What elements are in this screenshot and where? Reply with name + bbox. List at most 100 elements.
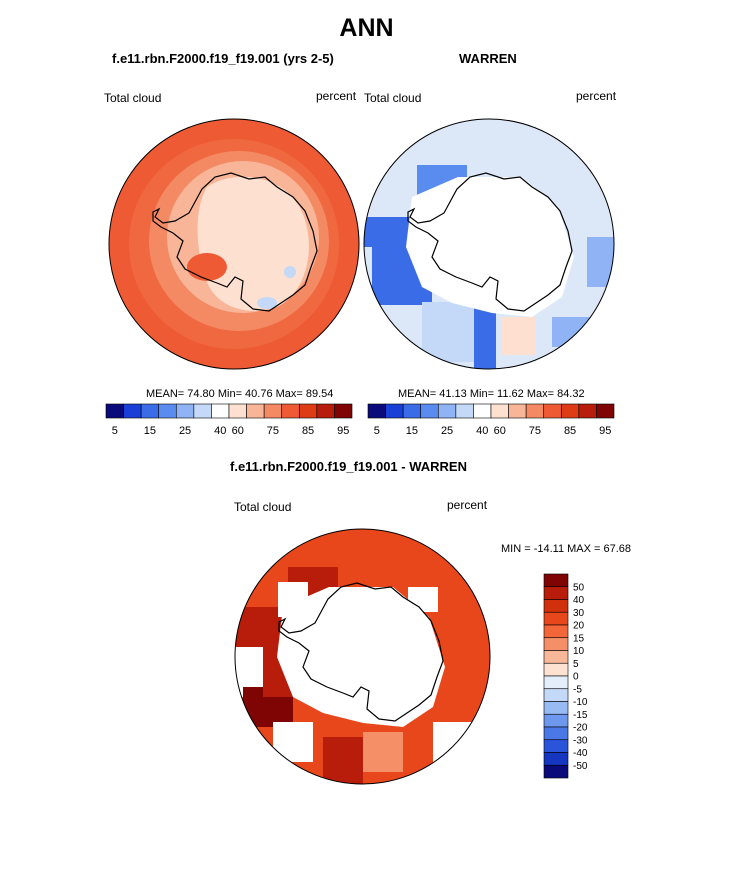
- cbar3-tick-label: 0: [573, 672, 579, 683]
- cbar2-swatch: [596, 403, 615, 419]
- cbar2-swatch: [455, 403, 474, 419]
- panel1-field-label: Total cloud: [104, 91, 162, 105]
- map1-ice-sheet-field: [197, 176, 309, 311]
- cbar2-swatch: [437, 403, 457, 419]
- map2-patch-se: [502, 317, 536, 355]
- map1-border: [108, 118, 360, 370]
- cbar2-tick-label: 40: [476, 425, 488, 437]
- map1-low-cloud-patch-south: [257, 297, 277, 309]
- cbar1-tick-label: 75: [267, 425, 279, 437]
- cbar2-swatch: [473, 403, 492, 419]
- map1-antarctica-coastline: [152, 172, 318, 312]
- cbar3-swatch: [543, 637, 569, 651]
- cbar2-tick-label: 15: [406, 425, 418, 437]
- panel3-field-label: Total cloud: [234, 500, 292, 514]
- map3-patch-s: [323, 737, 363, 784]
- map3-patch-s2: [363, 732, 403, 772]
- cbar1-swatch: [334, 403, 353, 419]
- cbar3-tick-label: -50: [573, 761, 588, 772]
- cbar3-tick-label: -40: [573, 748, 588, 759]
- cbar1-tick-label: 40: [214, 425, 226, 437]
- cbar1-swatch: [246, 403, 265, 419]
- cbar1-swatch: [263, 403, 283, 419]
- cbar1-swatch: [193, 403, 212, 419]
- cbar3-tick-label: -5: [573, 684, 582, 695]
- cbar3-swatch: [543, 650, 569, 664]
- panel3-title: f.e11.rbn.F2000.f19_f19.001 - WARREN: [230, 459, 467, 474]
- map2-no-data-interior: [406, 177, 574, 317]
- cbar3-swatch: [543, 675, 569, 690]
- cbar3-swatch: [543, 726, 569, 741]
- panel2-title: WARREN: [459, 51, 517, 66]
- cbar3-swatch: [543, 739, 569, 753]
- cbar3-tick-label: -10: [573, 697, 588, 708]
- map3-patch-se-blank: [433, 722, 473, 762]
- cbar3-tick-label: -30: [573, 735, 588, 746]
- cbar3-swatch: [543, 713, 569, 728]
- cbar2-tick-label: 60: [494, 425, 506, 437]
- cbar3-swatch: [543, 624, 569, 639]
- cbar3-tick-label: 10: [573, 646, 585, 657]
- cbar2-swatch: [560, 403, 580, 419]
- cbar3-tick-label: 40: [573, 595, 585, 606]
- cbar3-tick-label: 5: [573, 659, 579, 670]
- cbar3-swatch: [543, 586, 569, 600]
- cbar3-tick-label: 15: [573, 633, 585, 644]
- map3-antarctica-coastline: [278, 582, 444, 722]
- cbar2-tick-label: 5: [374, 425, 380, 437]
- map3-patch-sw-blank: [273, 722, 313, 762]
- cbar2-swatch: [402, 403, 422, 419]
- panel1-colorbar: 5 15 25 40 60 75 85 95: [105, 403, 353, 437]
- cbar3-swatch: [543, 752, 569, 766]
- map2-border: [363, 118, 615, 370]
- cbar2-swatch: [525, 403, 545, 419]
- cbar2-swatch: [367, 403, 386, 419]
- cbar3-swatch: [543, 701, 569, 715]
- cbar3-swatch: [543, 573, 569, 588]
- cbar3-tick-label: 20: [573, 621, 585, 632]
- cbar3-swatch: [543, 764, 569, 779]
- map2-patch-s: [474, 297, 496, 369]
- panel2-field-label: Total cloud: [364, 91, 422, 105]
- cbar2-swatch: [385, 403, 404, 419]
- cbar1-swatch: [105, 403, 124, 419]
- cbar3-tick-label: -20: [573, 723, 588, 734]
- panel1-title: f.e11.rbn.F2000.f19_f19.001 (yrs 2-5): [112, 51, 334, 66]
- cbar3-swatch: [543, 688, 569, 702]
- cbar1-swatch: [158, 403, 177, 419]
- map3-border: [234, 528, 491, 785]
- cbar3-tick-label: -15: [573, 710, 588, 721]
- cbar1-swatch: [281, 403, 300, 419]
- panel3-map: [234, 528, 491, 785]
- cbar2-tick-label: 25: [441, 425, 453, 437]
- cbar2-swatch: [578, 403, 597, 419]
- cbar1-swatch: [228, 403, 247, 419]
- cbar3-swatch: [543, 662, 569, 677]
- cbar1-swatch: [140, 403, 160, 419]
- panel2-map: [363, 118, 615, 370]
- cbar1-tick-label: 60: [232, 425, 244, 437]
- map3-no-data-interior: [277, 587, 445, 727]
- cbar2-swatch: [543, 403, 562, 419]
- panel1-units-label: percent: [316, 89, 357, 103]
- panel2-stats: MEAN= 41.13 Min= 11.62 Max= 84.32: [398, 388, 585, 400]
- cbar2-tick-label: 85: [564, 425, 576, 437]
- cbar1-swatch: [298, 403, 318, 419]
- panel1-map: [108, 118, 360, 370]
- cbar1-tick-label: 95: [337, 425, 349, 437]
- cbar2-tick-label: 75: [529, 425, 541, 437]
- cbar1-tick-label: 15: [144, 425, 156, 437]
- cbar3-swatch: [543, 611, 569, 626]
- panel2-colorbar: 5 15 25 40 60 75 85 95: [367, 403, 615, 437]
- panel1-stats: MEAN= 74.80 Min= 40.76 Max= 89.54: [146, 388, 334, 400]
- cbar1-tick-label: 5: [112, 425, 118, 437]
- map2-patch-ne: [587, 237, 614, 287]
- map2-antarctica-coastline: [407, 172, 573, 312]
- cbar2-swatch: [490, 403, 509, 419]
- cbar1-swatch: [211, 403, 230, 419]
- cbar2-swatch: [420, 403, 439, 419]
- cbar1-tick-label: 25: [179, 425, 191, 437]
- panel2-units-label: percent: [576, 89, 617, 103]
- panel3-stats: MIN = -14.11 MAX = 67.68: [501, 543, 632, 555]
